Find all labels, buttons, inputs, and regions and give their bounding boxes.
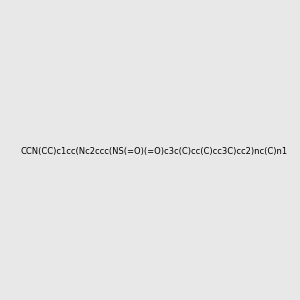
Text: CCN(CC)c1cc(Nc2ccc(NS(=O)(=O)c3c(C)cc(C)cc3C)cc2)nc(C)n1: CCN(CC)c1cc(Nc2ccc(NS(=O)(=O)c3c(C)cc(C)… — [20, 147, 287, 156]
